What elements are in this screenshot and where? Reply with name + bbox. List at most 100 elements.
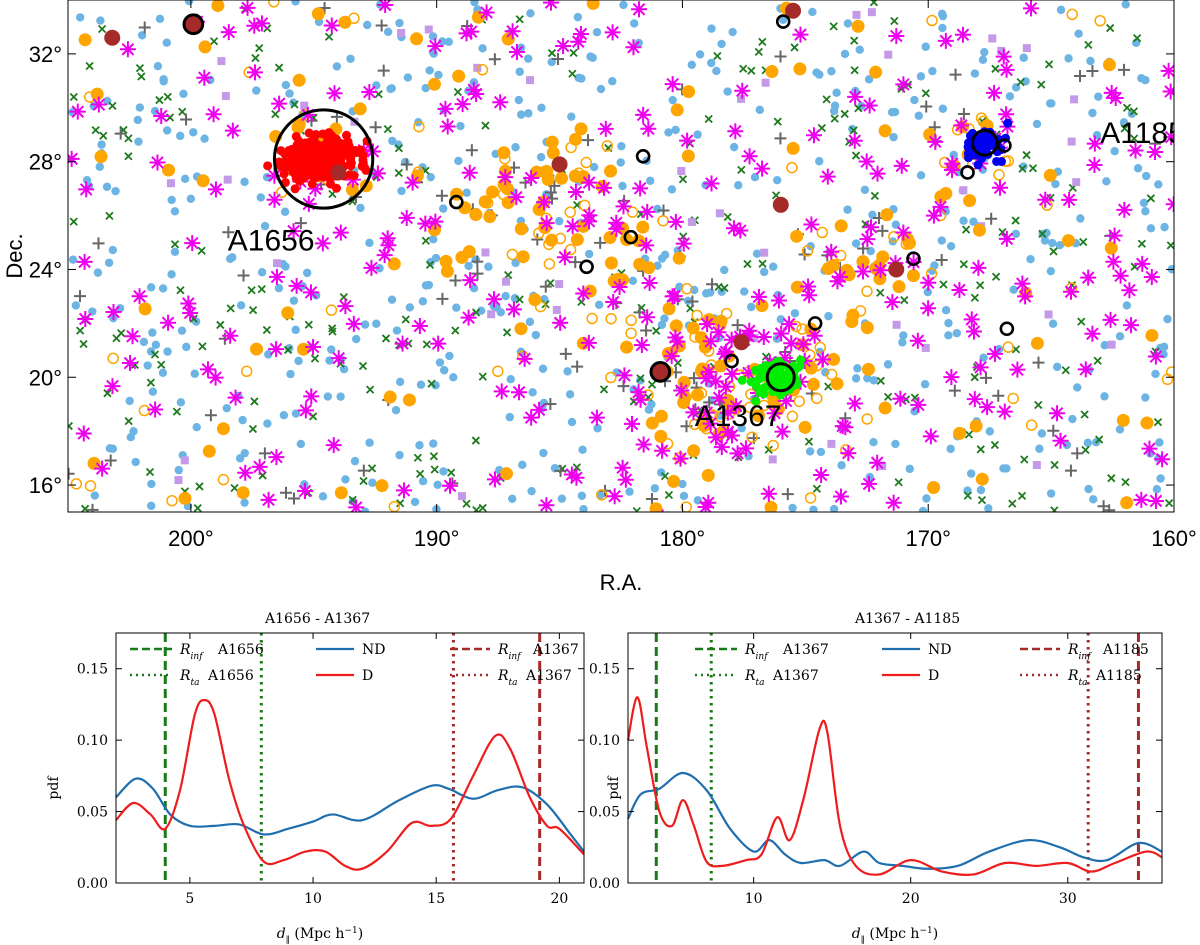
sky-point-field <box>147 479 156 489</box>
sky-point-field <box>944 318 953 328</box>
sky-point-orange-open <box>691 309 703 322</box>
sky-point-xmark <box>80 504 90 512</box>
sky-point-field <box>539 448 548 458</box>
sky-point-field <box>922 494 931 503</box>
sky-point-orange-open <box>605 371 617 384</box>
sky-point-field <box>126 433 136 442</box>
sky-point-orange-open <box>325 304 338 316</box>
sky-point-xmark <box>226 304 235 313</box>
sky-point-field <box>386 84 395 94</box>
pdf-frame <box>115 632 585 884</box>
sky-point-orange-open <box>564 206 576 218</box>
sky-point-field <box>200 134 209 143</box>
sky-point-field <box>1068 414 1077 424</box>
sky-point-xmark <box>358 361 368 371</box>
sky-point-asterisk <box>1061 191 1078 208</box>
sky-point-asterisk <box>227 389 244 406</box>
sky-point-field <box>464 261 473 271</box>
cluster-member-A1656 <box>301 158 311 168</box>
sky-point-asterisk <box>953 117 970 134</box>
sky-point-orange <box>654 429 668 443</box>
sky-point-field <box>508 494 517 504</box>
sky-point-xmark <box>790 43 799 52</box>
sky-point-field <box>1154 180 1163 189</box>
sky-point-orange <box>338 15 352 29</box>
sky-point-xmark <box>568 69 577 78</box>
sky-point-asterisk <box>616 367 633 384</box>
sky-point-field <box>824 311 833 321</box>
cluster-member-A1185 <box>963 142 973 152</box>
sky-point-orange-open <box>811 392 823 405</box>
sky-point-plus <box>552 53 565 66</box>
sky-point-xmark <box>451 326 460 335</box>
sky-point-plus <box>1097 500 1110 512</box>
sky-point-orange <box>499 467 513 481</box>
cluster-member-A1656 <box>281 162 291 172</box>
sky-point-plus <box>86 503 99 512</box>
sky-point-square <box>1072 178 1081 187</box>
sky-point-plus <box>957 108 970 121</box>
sky-point-field <box>668 95 677 105</box>
sky-point-xmark <box>660 471 670 481</box>
pdf-panel-2-chart: 10 20 30 0.00 0.05 0.10 0.15 Rinf A1367 Rta A1… <box>590 632 1163 945</box>
sky-point-asterisk <box>395 482 412 499</box>
sky-point-orange <box>620 340 634 354</box>
sky-point-asterisk <box>1134 255 1151 272</box>
sky-point-orange-open <box>1066 8 1078 21</box>
sky-point-field <box>524 54 533 63</box>
sky-point-orange <box>1104 241 1118 255</box>
sky-point-square <box>481 248 490 257</box>
sky-point-asterisk <box>998 61 1015 78</box>
sky-point-asterisk <box>710 324 727 341</box>
sky-point-xmark <box>124 416 133 426</box>
sky-point-asterisk <box>1162 83 1174 100</box>
sky-point-orange <box>927 481 941 495</box>
sky-point-orange-open <box>786 410 799 423</box>
sky-point-asterisk <box>666 288 683 305</box>
pdf-y-tick-label: 0.15 <box>590 662 620 678</box>
sky-point-orange-open <box>625 314 637 327</box>
sky-point-asterisk <box>832 488 849 505</box>
sky-point-field <box>511 143 520 152</box>
sky-point-plus <box>1032 356 1045 369</box>
sky-point-xmark <box>723 212 732 222</box>
sky-point-field <box>426 172 435 182</box>
sky-point-orange <box>880 208 894 222</box>
sky-point-field <box>387 295 397 304</box>
sky-point-xmark <box>1106 23 1115 33</box>
sky-point-xmark <box>471 436 480 445</box>
sky-point-asterisk <box>702 333 719 350</box>
sky-point-field <box>1141 393 1150 402</box>
sky-point-field <box>650 484 660 493</box>
sky-point-field <box>375 264 384 273</box>
sky-point-plus <box>92 237 105 250</box>
sky-point-field <box>395 377 405 387</box>
sky-point-plus <box>449 274 462 287</box>
sky-point-asterisk <box>376 247 393 264</box>
sky-point-xmark <box>99 131 108 140</box>
sky-point-field <box>752 249 762 258</box>
sky-point-asterisk <box>943 369 960 386</box>
sky-point-orange <box>292 73 306 87</box>
sky-point-field <box>1100 392 1109 401</box>
sky-point-group <box>104 29 121 46</box>
sky-point-field <box>125 396 134 406</box>
sky-point-field <box>318 492 328 501</box>
sky-point-asterisk <box>1103 84 1120 101</box>
sky-point-field <box>478 44 487 53</box>
sky-point-asterisk <box>1112 267 1129 284</box>
sky-point-asterisk <box>754 160 771 177</box>
sky-point-asterisk <box>427 213 444 230</box>
sky-point-field <box>815 157 824 166</box>
sky-point-xmark <box>413 453 423 462</box>
sky-point-plus <box>731 319 744 332</box>
sky-point-asterisk <box>76 253 93 270</box>
sky-point-field <box>1088 108 1097 118</box>
sky-point-field <box>565 390 575 399</box>
sky-point-field <box>1064 54 1073 63</box>
sky-point-plus <box>645 492 658 505</box>
sky-point-square <box>1107 340 1116 349</box>
sky-point-field <box>186 194 196 203</box>
sky-point-asterisk <box>813 466 830 483</box>
sky-point-field <box>899 331 908 340</box>
